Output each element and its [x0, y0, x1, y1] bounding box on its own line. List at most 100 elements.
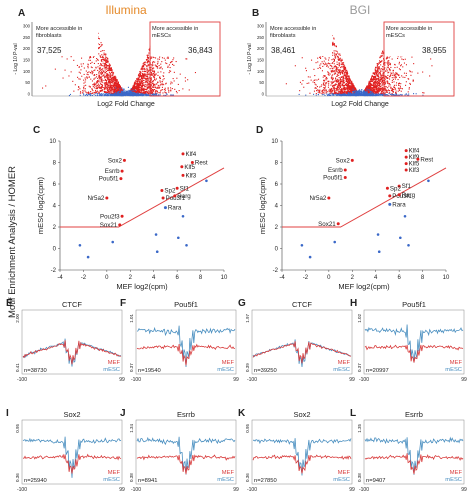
volcano-dot	[103, 94, 105, 96]
volcano-dot	[324, 84, 326, 86]
volcano-dot	[153, 57, 155, 59]
volcano-dot	[159, 81, 161, 83]
volcano-dot	[404, 76, 406, 78]
volcano-dot	[336, 63, 338, 65]
volcano-dot	[338, 91, 340, 93]
volcano-dot	[107, 67, 109, 69]
volcano-dot	[104, 94, 106, 96]
volcano-dot	[376, 64, 378, 66]
volcano-dot	[152, 67, 154, 69]
volcano-dot	[142, 73, 144, 75]
volcano-dot	[341, 80, 343, 82]
volcano-dot	[340, 67, 342, 69]
volcano-dot	[381, 54, 383, 56]
volcano-dot	[326, 91, 328, 93]
volcano-dot	[105, 68, 107, 70]
volcano-dot	[140, 89, 142, 91]
volcano-dot	[148, 73, 150, 75]
volcano-dot	[103, 64, 105, 66]
volcano-dot	[107, 70, 109, 72]
volcano-dot	[153, 93, 155, 95]
volcano-dot	[373, 77, 375, 79]
volcano-dot	[331, 78, 333, 80]
volcano-dot	[107, 78, 109, 80]
volcano-dot	[340, 86, 342, 88]
volcano-dot	[145, 88, 147, 90]
volcano-dot	[400, 94, 402, 96]
volcano-dot	[114, 80, 116, 82]
volcano-dot	[342, 90, 344, 92]
volcano-dot	[369, 87, 371, 89]
volcano-dot	[333, 92, 335, 94]
volcano-dot	[97, 48, 99, 50]
volcano-dot	[339, 89, 341, 91]
left-annotation-bg	[34, 22, 98, 56]
volcano-dot	[143, 87, 145, 89]
volcano-dot	[139, 89, 141, 91]
volcano-dot	[179, 73, 181, 75]
volcano-dot	[384, 67, 386, 69]
volcano-dot	[380, 80, 382, 82]
volcano-dot	[154, 78, 156, 80]
volcano-dot	[85, 93, 87, 95]
volcano-dot	[79, 72, 81, 74]
volcano-dot	[98, 68, 100, 70]
volcano-dot	[378, 75, 380, 77]
volcano-dot	[92, 92, 94, 94]
volcano-dot	[114, 83, 116, 85]
volcano-dot	[336, 75, 338, 77]
volcano-dot	[110, 84, 112, 86]
volcano-dot	[329, 73, 331, 75]
volcano-dot	[122, 95, 124, 97]
volcano-dot	[99, 86, 101, 88]
volcano-dot	[143, 77, 145, 79]
volcano-dot	[409, 70, 411, 72]
volcano-dot	[331, 88, 333, 90]
volcano-dot	[341, 91, 343, 93]
volcano-dot	[413, 63, 415, 65]
volcano-dot	[142, 64, 144, 66]
volcano-dot	[315, 94, 317, 96]
volcano-dot	[338, 65, 340, 67]
volcano-dot	[142, 80, 144, 82]
volcano-dot	[119, 91, 121, 93]
volcano-dot	[380, 70, 382, 72]
volcano-dot	[334, 73, 336, 75]
volcano-dot	[156, 83, 158, 85]
volcano-dot	[78, 71, 80, 73]
volcano-dot	[333, 90, 335, 92]
volcano-dot	[97, 66, 99, 68]
volcano-dot	[119, 88, 121, 90]
volcano-dot	[371, 83, 373, 85]
volcano-dot	[91, 80, 93, 82]
volcano-dot	[139, 93, 141, 95]
volcano-dot	[346, 91, 348, 93]
volcano-dot	[386, 62, 388, 64]
volcano-dot	[150, 68, 152, 70]
volcano-dot	[343, 82, 345, 84]
volcano-dot	[398, 63, 400, 65]
volcano-dot	[108, 74, 110, 76]
volcano-dot	[154, 79, 156, 81]
volcano-dot	[142, 66, 144, 68]
volcano-dot	[386, 81, 388, 83]
volcano-dot	[152, 92, 154, 94]
volcano-dot	[90, 91, 92, 93]
volcano-dot	[140, 87, 142, 89]
volcano-dot	[103, 93, 105, 95]
volcano-dot	[324, 57, 326, 59]
volcano-dot	[164, 88, 166, 90]
volcano-dot	[383, 52, 385, 54]
volcano-dot	[84, 94, 86, 96]
volcano-dot	[167, 88, 169, 90]
volcano-dot	[339, 82, 341, 84]
volcano-dot	[379, 83, 381, 85]
volcano-dot	[323, 93, 325, 95]
volcano-dot	[317, 93, 319, 95]
volcano-dot	[378, 79, 380, 81]
volcano-dot	[352, 83, 354, 85]
volcano-dot	[347, 73, 349, 75]
volcano-dot	[116, 85, 118, 87]
volcano-dot	[342, 76, 344, 78]
volcano-dot	[342, 66, 344, 68]
